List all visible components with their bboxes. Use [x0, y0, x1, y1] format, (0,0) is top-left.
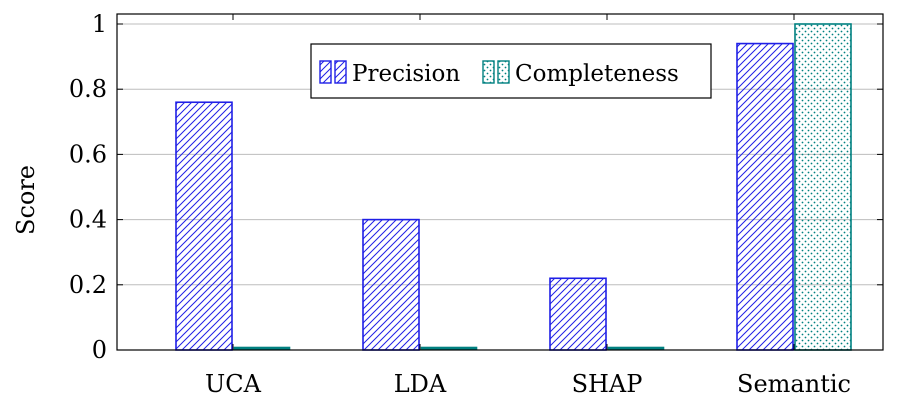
x-tick-label: Semantic — [737, 370, 851, 398]
bar-precision-uca — [175, 101, 233, 351]
x-tick-label: LDA — [394, 370, 447, 398]
bar-precision-lda — [362, 218, 420, 351]
legend-swatch — [497, 60, 510, 84]
bar-completeness-semantic — [794, 23, 852, 351]
y-axis-label: Score — [12, 165, 40, 235]
y-tick-label: 0 — [92, 336, 107, 364]
y-tick-label: 0.4 — [69, 206, 107, 234]
y-tick-label: 0.2 — [69, 271, 107, 299]
legend-swatch — [319, 60, 332, 84]
y-tick-label: 1 — [92, 10, 107, 38]
tick-labels: 0 0.2 0.4 0.6 0.8 1 UCA LDA SHAP Semantic — [69, 10, 851, 398]
legend-label: Precision — [352, 61, 460, 87]
axes — [116, 13, 884, 351]
y-tick-label: 0.6 — [69, 140, 107, 168]
y-tick-label: 0.8 — [69, 75, 107, 103]
legend-swatch — [334, 60, 347, 84]
bars — [175, 23, 852, 351]
legend-label: Completeness — [515, 61, 679, 87]
bar-precision-semantic — [736, 42, 794, 351]
plot-frame — [116, 13, 884, 351]
legend: Precision Completeness — [310, 43, 712, 99]
x-tick-label: UCA — [205, 370, 262, 398]
legend-box — [310, 43, 712, 99]
bar-precision-shap — [549, 277, 607, 351]
x-tick-label: SHAP — [572, 370, 643, 398]
legend-swatch — [482, 60, 495, 84]
